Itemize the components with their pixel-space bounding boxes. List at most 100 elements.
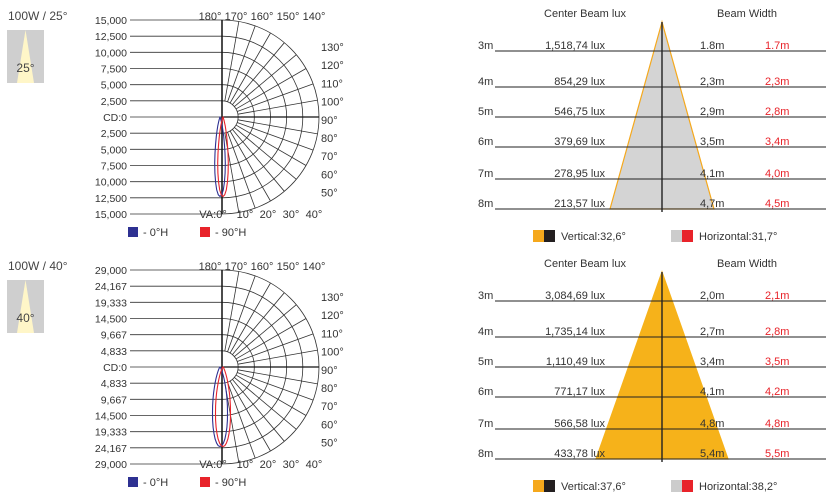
row-lux: 566,58 lux xyxy=(554,418,605,430)
beam-icon-angle: 40° xyxy=(16,311,34,325)
polar-radial xyxy=(237,83,314,112)
panel-title: 100W / 25° xyxy=(8,9,68,23)
bottom-angle-label: 10° xyxy=(237,459,254,471)
table-row: 3m 1,518,74 lux 1.8m 1.7m xyxy=(478,40,826,52)
legend-horizontal-label: Horizontal:31,7° xyxy=(699,231,777,243)
beam-icon-cone xyxy=(17,30,34,83)
row-width-vertical: 3,5m xyxy=(700,136,724,148)
legend-swatch-90h xyxy=(200,477,210,487)
cd-label: 12,500 xyxy=(95,193,127,205)
bottom-angle-label: VA:0° xyxy=(199,459,226,471)
cd-label: CD:0 xyxy=(103,112,127,124)
cd-label: 9,667 xyxy=(101,394,127,406)
legend-vertical-swatch-b xyxy=(544,480,555,492)
beam-table: Center Beam lux Beam Width 3m 1,518,74 lux 1… xyxy=(478,8,826,212)
row-width-horizontal: 2,8m xyxy=(765,326,789,338)
polar-radial xyxy=(237,119,318,135)
table-row: 3m 3,084,69 lux 2,0m 2,1m xyxy=(478,290,826,302)
beam-legend: Vertical:32,6° Horizontal:31,7° xyxy=(533,230,777,243)
right-angle-label: 50° xyxy=(321,188,338,200)
col-header-width: Beam Width xyxy=(717,258,777,270)
polar-radial xyxy=(234,127,297,180)
table-row: 5m 1,110,49 lux 3,4m 3,5m xyxy=(478,356,826,368)
cd-label: 4,833 xyxy=(101,346,127,358)
right-angle-label: 100° xyxy=(321,347,344,359)
row-lux: 854,29 lux xyxy=(554,76,605,88)
polar-radial xyxy=(237,349,318,365)
right-angle-label: 130° xyxy=(321,42,344,54)
polar-radial xyxy=(227,132,256,209)
bottom-angle-label: 40° xyxy=(306,209,323,221)
cd-label: 10,000 xyxy=(95,177,127,189)
polar-radial xyxy=(229,32,271,104)
cd-label: 9,667 xyxy=(101,330,127,342)
row-width-horizontal: 3,4m xyxy=(765,136,789,148)
bottom-angle-label: 20° xyxy=(260,209,277,221)
row-distance: 4m xyxy=(478,76,493,88)
row-width-horizontal: 4,5m xyxy=(765,198,789,210)
cd-label: 5,000 xyxy=(101,80,127,92)
right-angle-label: 80° xyxy=(321,133,338,145)
legend-vertical-swatch-b xyxy=(544,230,555,242)
right-angle-label: 70° xyxy=(321,401,338,413)
polar-radial xyxy=(229,130,271,202)
polar-radial xyxy=(224,21,240,102)
cd-label: 14,500 xyxy=(95,314,127,326)
right-angle-label: 110° xyxy=(321,78,343,90)
table-row: 5m 546,75 lux 2,9m 2,8m xyxy=(478,106,826,118)
right-angle-label: 70° xyxy=(321,151,338,163)
row-width-vertical: 2,0m xyxy=(700,290,724,302)
polar-radial xyxy=(232,129,285,192)
curve-0h xyxy=(214,116,226,198)
polar-radial xyxy=(234,304,297,357)
right-angle-label: 110° xyxy=(321,328,343,340)
polar-radial xyxy=(235,68,307,110)
row-distance: 6m xyxy=(478,136,493,148)
right-angle-label: 80° xyxy=(321,383,338,395)
row-lux: 379,69 lux xyxy=(554,136,605,148)
row-distance: 8m xyxy=(478,448,493,460)
row-lux: 1,518,74 lux xyxy=(545,40,605,52)
legend-swatch-0h xyxy=(128,227,138,237)
polar-legend: - 0°H - 90°H xyxy=(128,227,246,239)
cd-label: 2,500 xyxy=(101,96,127,108)
row-width-vertical: 1.8m xyxy=(700,40,724,52)
row-distance: 7m xyxy=(478,168,493,180)
col-header-lux: Center Beam lux xyxy=(544,258,626,270)
row-lux: 1,110,49 lux xyxy=(546,356,606,368)
cd-label: 29,000 xyxy=(95,459,127,471)
cd-label: 4,833 xyxy=(101,378,127,390)
polar-radial xyxy=(232,42,285,105)
row-distance: 8m xyxy=(478,198,493,210)
polar-radial xyxy=(229,380,271,452)
legend-horizontal-swatch-a xyxy=(671,480,682,492)
row-width-vertical: 4,1m xyxy=(700,168,724,180)
row-distance: 5m xyxy=(478,106,493,118)
polar-radial xyxy=(235,374,307,416)
row-distance: 5m xyxy=(478,356,493,368)
polar-diagram: 15,000 12,500 10,000 7,500 5,000 2,500 CD:0 2,5… xyxy=(95,11,344,221)
table-row: 7m 566,58 lux 4,8m 4,8m xyxy=(478,418,826,430)
polar-radial xyxy=(227,275,256,352)
cd-label: 10,000 xyxy=(95,47,127,59)
row-width-vertical: 5,4m xyxy=(700,448,724,460)
table-row: 4m 1,735,14 lux 2,7m 2,8m xyxy=(478,326,826,338)
cd-label: 15,000 xyxy=(95,209,127,221)
top-angle-label: 150° xyxy=(277,261,300,273)
legend-horizontal-swatch-b xyxy=(682,480,693,492)
row-distance: 4m xyxy=(478,326,493,338)
panel-1: 100W / 25° 25° 15,000 12,500 10,000 7,500 5,00… xyxy=(7,8,826,243)
right-angle-label: 60° xyxy=(321,419,338,431)
polar-radial xyxy=(237,372,314,401)
curve-0h xyxy=(211,366,229,448)
curve-90h xyxy=(217,116,229,198)
top-angle-label: 140° xyxy=(303,261,326,273)
polar-radial xyxy=(237,333,314,362)
polar-radial xyxy=(227,25,256,102)
bottom-angle-label: 40° xyxy=(306,459,323,471)
polar-radial xyxy=(237,122,314,151)
table-row: 8m 433,78 lux 5,4m 5,5m xyxy=(478,448,826,460)
legend-horizontal-label: Horizontal:38,2° xyxy=(699,481,777,493)
beam-icon-angle: 25° xyxy=(16,61,34,75)
